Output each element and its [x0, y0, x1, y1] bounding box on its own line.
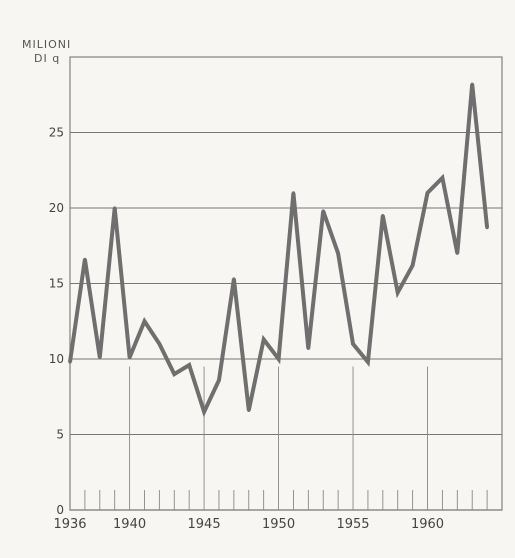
data-point — [396, 290, 400, 295]
data-point — [411, 263, 415, 267]
data-point — [306, 346, 310, 351]
data-point — [172, 372, 176, 376]
x-tick-label: 1945 — [188, 517, 221, 532]
y-tick-label: 20 — [49, 201, 64, 215]
data-point — [262, 337, 266, 341]
y-tick-label: 25 — [49, 126, 64, 140]
data-point — [68, 360, 72, 364]
x-tick-label: 1936 — [53, 517, 86, 532]
data-point — [336, 251, 340, 255]
x-tick-label: 1955 — [336, 517, 369, 532]
data-point — [381, 213, 385, 218]
data-point — [217, 378, 221, 382]
data-point — [247, 408, 251, 412]
x-tick-label: 1960 — [411, 517, 444, 532]
x-tick-label: 1940 — [113, 517, 146, 532]
y-tick-label: 15 — [49, 277, 64, 291]
data-point — [276, 357, 281, 361]
y-tick-label: 10 — [49, 352, 64, 366]
data-point — [202, 410, 206, 414]
data-point — [142, 319, 147, 323]
data-point — [321, 209, 325, 213]
data-point — [440, 176, 445, 180]
data-point — [291, 191, 296, 195]
data-point — [157, 342, 161, 346]
data-point — [455, 251, 459, 255]
data-point — [351, 342, 355, 346]
y-tick-label: 0 — [56, 503, 64, 517]
data-point — [83, 257, 87, 261]
series-line — [68, 83, 490, 418]
data-point — [98, 355, 102, 360]
y-axis-label-line1: MILIONI — [22, 38, 72, 51]
data-point — [113, 206, 117, 210]
data-point — [366, 360, 370, 364]
data-point — [127, 355, 132, 360]
data-point — [485, 226, 489, 230]
data-point — [425, 191, 430, 195]
x-tick-label: 1950 — [262, 517, 295, 532]
data-point — [232, 277, 236, 281]
y-tick-label: 5 — [56, 428, 64, 442]
y-axis-label-line2: DI q — [34, 52, 61, 65]
data-point — [187, 363, 191, 367]
data-point — [470, 82, 474, 86]
